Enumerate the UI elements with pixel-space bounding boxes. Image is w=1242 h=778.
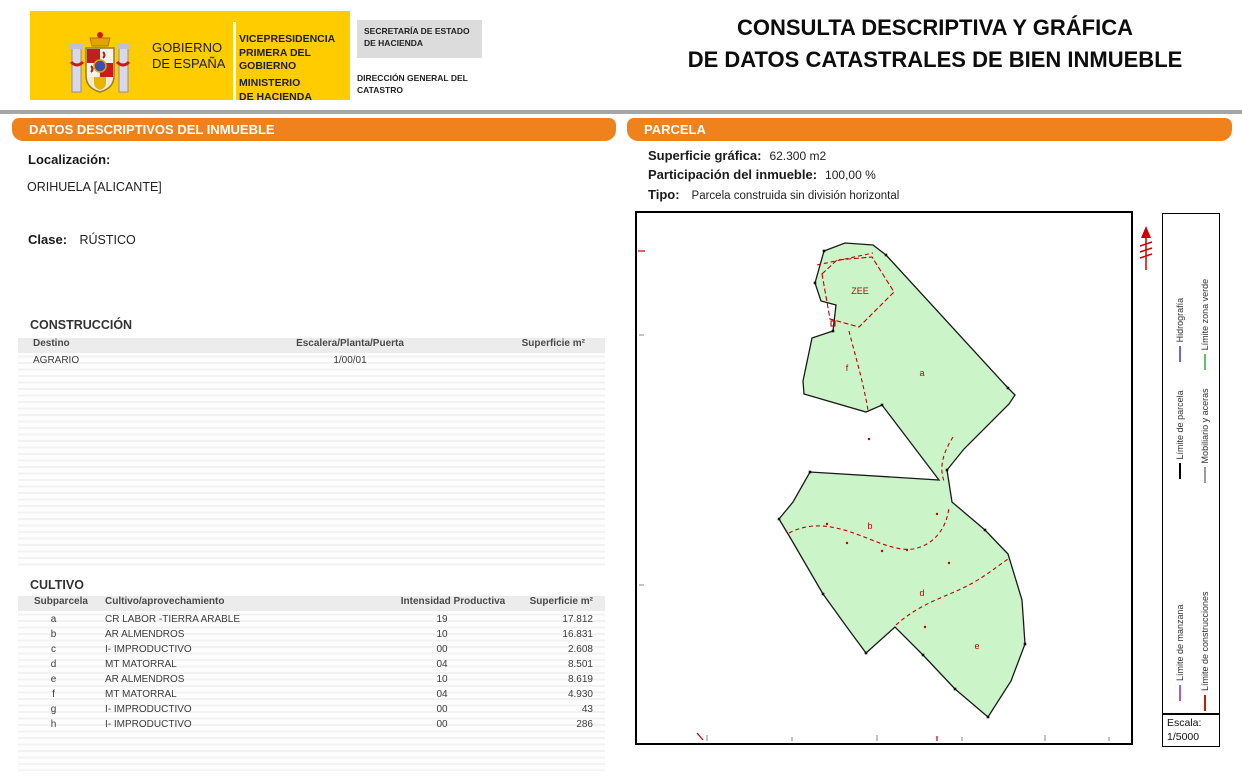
clase-line: Clase: RÚSTICO [28,231,136,249]
parcel-map: ZEE f a b d e [635,211,1133,745]
table-row: h I- IMPRODUCTIVO 00 286 [50,719,593,730]
scale-label: Escala: [1167,717,1202,729]
participacion-value: 100,00 % [825,168,876,182]
map-ticks [639,334,1110,741]
construccion-table-header: Destino Escalera/Planta/Puerta Superfici… [18,338,605,353]
section-header-parcela: PARCELA [627,118,1232,141]
localizacion-label: Localización: [28,152,111,167]
page-title-line1: CONSULTA DESCRIPTIVA Y GRÁFICA [736,15,1134,40]
table-row: f MT MATORRAL 04 4.930 [52,689,593,700]
construction-lines [788,252,1009,626]
government-line1: GOBIERNO [152,39,223,55]
spain-coat-of-arms-icon [69,32,131,93]
participacion-label: Participación del inmueble: [648,167,818,182]
subparcel-label: e [974,641,979,651]
logo-divider [233,22,236,111]
tipo-value: Parcela construida sin división horizont… [691,190,900,202]
legend-entry: Mobiliario y aceras [1200,388,1210,484]
cultivo-table: Subparcela Cultivo/aprovechamiento Inten… [18,596,605,771]
legend-entry: Límite zona verde [1200,279,1210,371]
map-legend: Límite de manzana Límite de parcela Hidr… [1162,213,1220,714]
tipo-label: Tipo: [648,187,680,202]
table-row: g I- IMPRODUCTIVO 00 43 [50,704,593,715]
legend-line-sample [1203,467,1206,484]
superficie-label: Superficie gráfica: [648,148,762,163]
table-row: e AR ALMENDROS 10 8.619 [50,674,593,685]
subparcel-label: b [867,521,872,531]
table-row: a CR LABOR -TIERRA ARABLE 19 17.812 [50,614,593,625]
table-row: AGRARIO 1/00/01 [33,355,367,366]
parcel-map-canvas: ZEE f a b d e [638,242,1110,741]
scale-box: Escala: 1/5000 [1162,714,1220,747]
direccion-label: DIRECCIÓN GENERAL DEL CATASTRO [357,73,468,96]
government-name: GOBIERNO DE ESPAÑA [152,11,225,100]
legend-entry: Límite de construcciones [1200,591,1210,711]
government-logo: GOBIERNO DE ESPAÑA VICEPRESIDENCIA PRIME… [30,11,350,111]
legend-row: Límite de construcciones Mobiliario y ac… [1195,214,1215,715]
legend-line-sample [1203,354,1206,371]
page-title-line2: DE DATOS CATASTRALES DE BIEN INMUEBLE [687,46,1183,72]
construccion-title: CONSTRUCCIÓN [30,318,133,332]
legend-entry: Límite de parcela [1175,390,1185,480]
subparcel-label: d [919,588,924,598]
clase-value: RÚSTICO [79,233,136,247]
clase-label: Clase: [28,232,68,247]
page-title: CONSULTA DESCRIPTIVA Y GRÁFICA DE DATOS … [635,12,1235,76]
superficie-line: Superficie gráfica: 62.300 m2 [648,148,826,163]
scale-value: 1/5000 [1167,730,1200,743]
subparcel-label: ZEE [851,286,869,296]
vicepresidencia-label: VICEPRESIDENCIA PRIMERA DEL GOBIERNO [239,33,336,73]
map-legend-rotated: Límite de manzana Límite de parcela Hidr… [1163,214,1221,715]
secretaria-label: SECRETARÍA DE ESTADO DE HACIENDA [357,20,482,58]
cultivo-title: CULTIVO [30,578,84,592]
parcel-polygon [778,242,1026,718]
superficie-value: 62.300 m2 [769,149,827,163]
legend-line-sample [1178,463,1181,480]
table-row: d MT MATORRAL 04 8.501 [50,659,593,670]
table-row: b AR ALMENDROS 10 16.831 [50,629,593,640]
legend-line-sample [1178,685,1181,701]
legend-row: Límite de manzana Límite de parcela Hidr… [1170,214,1190,715]
legend-line-sample [1203,695,1206,711]
legend-line-sample [1178,346,1181,363]
construction-dots [825,437,951,629]
north-arrow-icon [1139,226,1153,270]
cultivo-table-header: Subparcela Cultivo/aprovechamiento Inten… [18,596,605,611]
legend-entry: Límite de manzana [1175,604,1185,701]
legend-entry: Hidrografía [1175,298,1185,363]
ministerio-label: MINISTERIO DE HACIENDA [239,77,312,103]
subparcel-label: f [846,363,849,373]
map-ticks-red [638,250,938,741]
table-row: c I- IMPRODUCTIVO 00 2.608 [51,644,593,655]
section-header-datos-descriptivos: DATOS DESCRIPTIVOS DEL INMUEBLE [12,118,616,141]
participacion-line: Participación del inmueble: 100,00 % [648,167,876,182]
tipo-line: Tipo: Parcela construida sin división ho… [648,187,899,202]
construccion-table: Destino Escalera/Planta/Puerta Superfici… [18,338,605,566]
government-line2: DE ESPAÑA [152,55,226,71]
parcel-vertex-markers [777,249,1027,719]
subparcel-label: a [919,368,924,378]
header-divider [0,110,1242,114]
localizacion-value: ORIHUELA [ALICANTE] [27,180,162,194]
